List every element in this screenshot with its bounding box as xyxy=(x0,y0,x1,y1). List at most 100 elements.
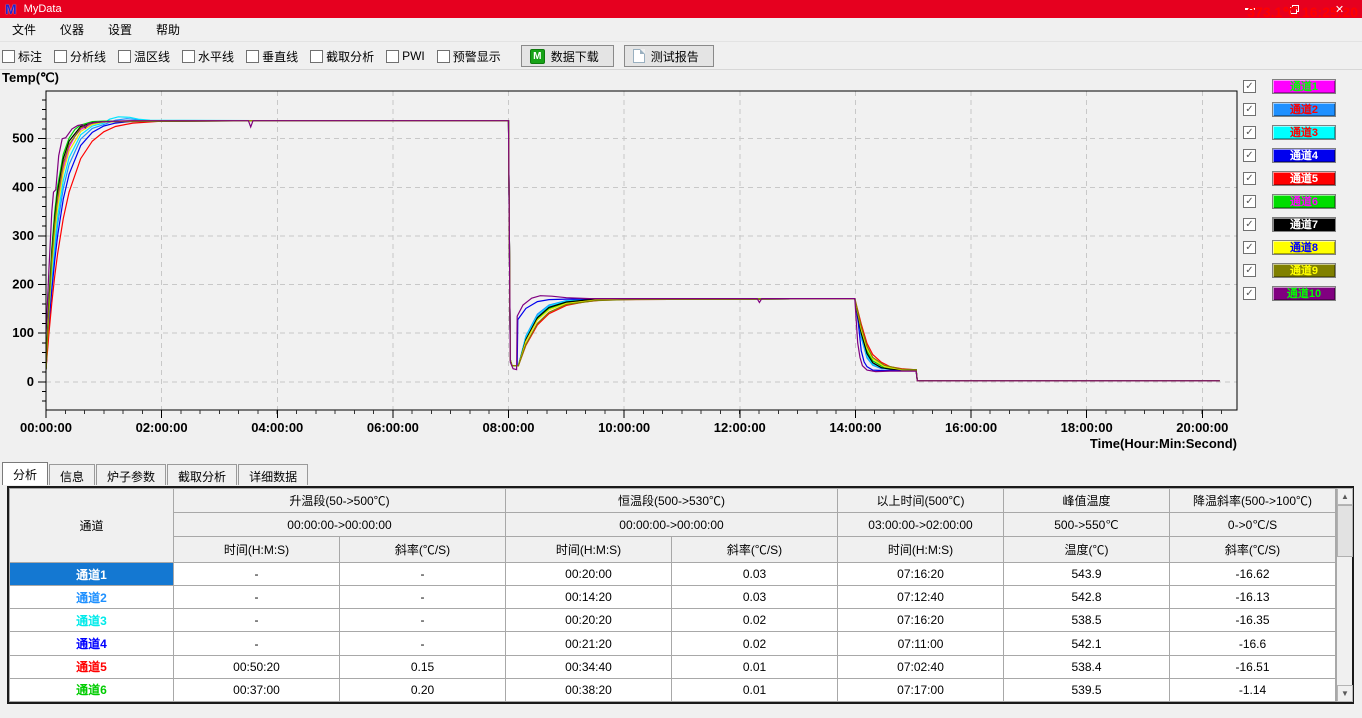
legend-checkbox-1[interactable]: ✓ xyxy=(1243,79,1256,93)
cell-r2-c4: 0.03 xyxy=(670,585,839,610)
legend-channel-button-9[interactable]: 通道9 xyxy=(1272,262,1336,278)
x-tick-label: 18:00:00 xyxy=(1061,420,1113,435)
cell-r2-c1: - xyxy=(173,585,340,610)
table-header-range-3: 500->550℃ xyxy=(1003,512,1171,537)
document-icon xyxy=(632,49,645,63)
toolbar-check-warning-display[interactable]: 预警显示 xyxy=(436,48,501,65)
scrollbar-thumb[interactable] xyxy=(1337,505,1354,557)
app-logo-icon: M xyxy=(5,1,17,17)
window-controls: ✕ xyxy=(1227,0,1362,18)
legend-checkbox-3[interactable]: ✓ xyxy=(1243,125,1256,139)
legend-channel-button-7[interactable]: 通道7 xyxy=(1272,216,1336,232)
cell-r4-c1: - xyxy=(173,631,340,656)
checkbox-temp-zone-line-icon[interactable] xyxy=(118,49,132,63)
menu-item-file[interactable]: 文件 xyxy=(12,23,37,37)
legend-checkbox-5[interactable]: ✓ xyxy=(1243,171,1256,185)
legend-channel-button-1[interactable]: 通道1 xyxy=(1272,78,1336,94)
channel-label-6[interactable]: 通道6 xyxy=(9,677,174,703)
restore-button[interactable] xyxy=(1272,0,1317,18)
data-download-button[interactable]: M 数据下载 xyxy=(520,45,614,67)
table-header-col-1-1: 斜率(℃/S) xyxy=(670,536,839,563)
cell-r2-c6: 542.8 xyxy=(1003,585,1171,610)
x-tick-label: 14:00:00 xyxy=(829,420,881,435)
toolbar-check-label-temp-zone-line: 温区线 xyxy=(134,49,171,64)
tab-furnace-params[interactable]: 炉子参数 xyxy=(96,464,167,485)
analysis-table-body: 通道1- -00:20:00 0.03 07:16:20 543.9 -16.62 通道2-… xyxy=(9,561,1337,703)
table-row-channel-4[interactable]: 通道4- -00:21:20 0.02 07:11:00 542.1 -16.6 xyxy=(9,631,1337,656)
legend-channel-button-3[interactable]: 通道3 xyxy=(1272,124,1336,140)
toolbar-check-horizontal-line[interactable]: 水平线 xyxy=(182,48,234,65)
x-tick-label: 06:00:00 xyxy=(367,420,419,435)
channel-label-1[interactable]: 通道1 xyxy=(9,561,174,587)
legend-channel-button-2[interactable]: 通道2 xyxy=(1272,101,1336,117)
tab-info[interactable]: 信息 xyxy=(49,464,96,485)
cell-r4-c3: 00:21:20 xyxy=(505,631,672,656)
toolbar-check-vertical-line[interactable]: 垂直线 xyxy=(246,48,298,65)
toolbar-check-analysis-line[interactable]: 分析线 xyxy=(54,48,106,65)
scrollbar-up-arrow-icon[interactable]: ▲ xyxy=(1337,488,1354,505)
legend-channel-button-5[interactable]: 通道5 xyxy=(1272,170,1336,186)
legend-channel-button-10[interactable]: 通道10 xyxy=(1272,285,1336,301)
x-axis-label: Time(Hour:Min:Second) xyxy=(1090,436,1237,451)
table-header-col-3-0: 温度(℃) xyxy=(1003,536,1171,563)
menu-item-help[interactable]: 帮助 xyxy=(156,23,181,37)
legend-channel-button-6[interactable]: 通道6 xyxy=(1272,193,1336,209)
table-row-channel-6[interactable]: 通道6 00:37:00 0.20 00:38:20 0.01 07:17:00 539.5… xyxy=(9,677,1337,703)
cell-r3-c5: 07:16:20 xyxy=(837,608,1005,633)
checkbox-pwi-icon[interactable] xyxy=(386,49,400,63)
cell-r3-c1: - xyxy=(173,608,340,633)
checkbox-warning-display-icon[interactable] xyxy=(436,49,450,63)
cell-r5-c7: -16.51 xyxy=(1169,654,1337,679)
x-tick-label: 08:00:00 xyxy=(483,420,535,435)
legend-checkbox-6[interactable]: ✓ xyxy=(1243,194,1256,208)
table-row-channel-2[interactable]: 通道2- -00:14:20 0.03 07:12:40 542.8 -16.13 xyxy=(9,585,1337,610)
test-report-label: 测试报告 xyxy=(650,49,699,64)
checkbox-annotate-icon[interactable] xyxy=(2,49,15,63)
minimize-button[interactable] xyxy=(1227,0,1272,18)
channel-label-5[interactable]: 通道5 xyxy=(9,654,174,679)
cell-r1-c2: - xyxy=(339,561,506,587)
tab-detail-data[interactable]: 详细数据 xyxy=(238,464,309,485)
table-row-channel-5[interactable]: 通道5 00:50:20 0.15 00:34:40 0.01 07:02:40 538.4… xyxy=(9,654,1337,679)
close-button[interactable]: ✕ xyxy=(1317,0,1362,18)
toolbar-check-annotate[interactable]: 标注 xyxy=(2,48,42,65)
legend-checkbox-2[interactable]: ✓ xyxy=(1243,102,1256,116)
tab-capture-analysis[interactable]: 截取分析 xyxy=(167,464,238,485)
cell-r5-c1: 00:50:20 xyxy=(173,654,340,679)
tab-analysis[interactable]: 分析 xyxy=(2,462,49,485)
table-scrollbar[interactable]: ▲ ▼ xyxy=(1336,488,1354,702)
table-row-channel-1[interactable]: 通道1- -00:20:00 0.03 07:16:20 543.9 -16.62 xyxy=(9,561,1337,587)
legend-checkbox-7[interactable]: ✓ xyxy=(1243,217,1256,231)
x-tick-label: 20:00:00 xyxy=(1176,420,1228,435)
toolbar-check-label-horizontal-line: 水平线 xyxy=(198,49,235,64)
toolbar-check-capture-analysis[interactable]: 截取分析 xyxy=(310,48,374,65)
mydata-green-icon: M xyxy=(529,48,545,64)
legend-checkbox-10[interactable]: ✓ xyxy=(1243,286,1256,300)
scrollbar-down-arrow-icon[interactable]: ▼ xyxy=(1337,685,1354,702)
current-time: 16:25:20 xyxy=(1301,4,1358,20)
cell-r5-c2: 0.15 xyxy=(339,654,506,679)
checkbox-horizontal-line-icon[interactable] xyxy=(182,49,196,63)
legend-channel-button-8[interactable]: 通道8 xyxy=(1272,239,1336,255)
table-header-group-0: 升温段(50->500℃) xyxy=(173,488,506,513)
legend-channel-button-4[interactable]: 通道4 xyxy=(1272,147,1336,163)
test-report-button[interactable]: 测试报告 xyxy=(623,45,714,67)
channel-label-4[interactable]: 通道4 xyxy=(9,631,174,656)
table-row-channel-3[interactable]: 通道3- -00:20:20 0.02 07:16:20 538.5 -16.35 xyxy=(9,608,1337,633)
toolbar-check-label-warning-display: 预警显示 xyxy=(452,49,501,64)
menu-item-settings[interactable]: 设置 xyxy=(108,23,133,37)
legend-checkbox-8[interactable]: ✓ xyxy=(1243,240,1256,254)
menu-item-instrument[interactable]: 仪器 xyxy=(60,23,85,37)
legend-checkbox-9[interactable]: ✓ xyxy=(1243,263,1256,277)
checkbox-vertical-line-icon[interactable] xyxy=(246,49,260,63)
checkbox-capture-analysis-icon[interactable] xyxy=(310,49,324,63)
legend-checkbox-4[interactable]: ✓ xyxy=(1243,148,1256,162)
toolbar-check-temp-zone-line[interactable]: 温区线 xyxy=(118,48,170,65)
cell-r6-c1: 00:37:00 xyxy=(173,677,340,703)
channel-label-2[interactable]: 通道2 xyxy=(9,585,174,610)
cell-r4-c7: -16.6 xyxy=(1169,631,1337,656)
toolbar-check-pwi[interactable]: PWI xyxy=(386,49,425,63)
checkbox-analysis-line-icon[interactable] xyxy=(54,49,68,63)
channel-label-3[interactable]: 通道3 xyxy=(9,608,174,633)
